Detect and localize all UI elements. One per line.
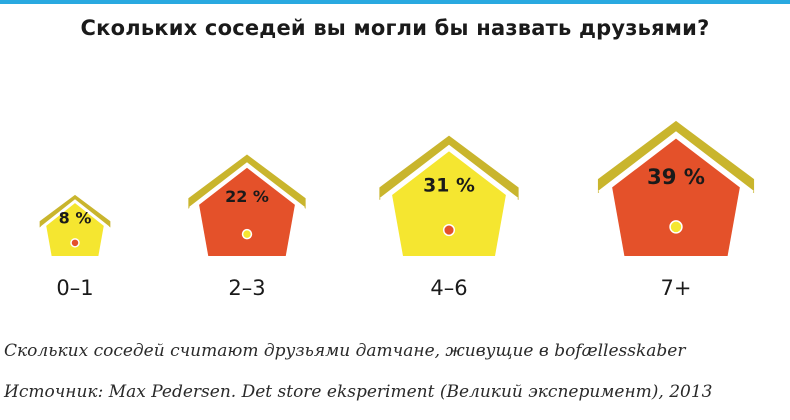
house-chart: 8 % 0–1 22 % 2–3 31 % 4–6 39 % 7+ [39, 120, 755, 300]
house-body [609, 132, 743, 256]
house-roof [39, 194, 111, 228]
house-body [390, 145, 508, 256]
category-label: 2–3 [228, 276, 265, 300]
category-label: 7+ [661, 276, 692, 300]
house-body [197, 163, 297, 256]
house-roof-gap [598, 131, 754, 196]
chart-title: Скольких соседей вы могли бы назвать дру… [80, 16, 710, 40]
house-dot [442, 223, 456, 237]
house-dot [669, 220, 683, 234]
house-roof [379, 135, 519, 200]
house-dot [241, 228, 253, 240]
house-roof [597, 120, 755, 194]
value-label: 8 % [59, 208, 92, 227]
chart-source: Источник: Max Pedersen. Det store eksper… [4, 382, 713, 402]
top-accent-rule [0, 0, 790, 4]
house-dot [70, 238, 80, 248]
category-label: 4–6 [430, 276, 467, 300]
house-roof-gap [189, 162, 305, 211]
value-label: 31 % [423, 175, 475, 197]
value-label: 39 % [647, 164, 705, 189]
house-roof [188, 154, 306, 209]
value-label: 22 % [225, 187, 269, 206]
house-roof-gap [40, 199, 110, 229]
house-roof-gap [379, 144, 519, 203]
category-label: 0–1 [56, 276, 93, 300]
chart-caption: Скольких соседей считают друзьями датчан… [4, 341, 686, 361]
